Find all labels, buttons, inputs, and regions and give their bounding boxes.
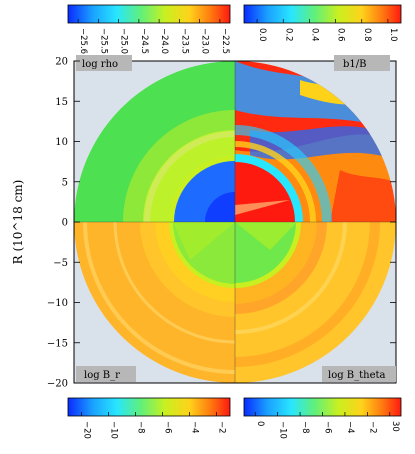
colorbar-tick-label: −25.5 <box>98 28 108 54</box>
colorbar-tick-label: 0 <box>255 421 265 426</box>
colorbar-tick-label: 0.8 <box>362 28 372 42</box>
panel-label-log-b-theta: log B_theta <box>322 366 396 382</box>
panel-label-text: log rho <box>82 59 118 70</box>
y-tick-label: 5 <box>62 177 68 188</box>
y-axis-label: R (10^18 cm) <box>11 180 25 265</box>
colorbar-ticks: −25.6 −25.5 −25.0 −24.5 −24.0 −23.5 −23.0 −22.5 <box>77 19 230 54</box>
y-tick-label: 20 <box>55 57 68 68</box>
colorbar-tick-label: −23.0 <box>200 28 210 54</box>
panel-label-text: log B_r <box>84 370 120 381</box>
y-tick-label: −10 <box>47 298 68 309</box>
panel-label-text: log B_theta <box>328 370 386 381</box>
colorbar-tick-label: −6 <box>323 421 333 434</box>
panel-label-box <box>334 55 390 71</box>
y-tick-label: −15 <box>47 338 68 349</box>
panel-label-box <box>322 366 396 382</box>
panel-label-text: b1/B <box>343 59 366 70</box>
colorbar-bar <box>67 4 231 24</box>
colorbar-tick-label: −4 <box>190 421 200 434</box>
panel-label-log-rho: log rho <box>76 55 132 71</box>
y-tick-label: −5 <box>53 258 68 269</box>
quadrant-log-b-theta <box>235 222 396 383</box>
y-tick-label: 0 <box>62 218 68 229</box>
panel-label-b1-over-b: b1/B <box>334 55 390 71</box>
y-tick-label: 10 <box>55 137 68 148</box>
colorbar-tick-label: −4 <box>345 421 355 434</box>
colorbar-tick-label: −10 <box>278 421 288 439</box>
colorbar-tick-label: −24.0 <box>159 28 169 54</box>
y-tick-label: −20 <box>47 379 68 390</box>
colorbar-tick-label: −2 <box>367 421 377 434</box>
colorbar-tick-label: −23.5 <box>179 28 189 54</box>
colorbar-tick-label: −8 <box>136 421 146 434</box>
disk <box>74 61 396 383</box>
colorbar-tick-label: −24.5 <box>139 28 149 54</box>
colorbar-tick-label: −25.0 <box>119 28 129 54</box>
colorbar-tick-label: 0.2 <box>283 28 293 42</box>
colorbar-tick-label: −10 <box>109 421 119 439</box>
panel-label-box <box>76 366 136 382</box>
colorbar-bottom-left: −20 −10 −8 −6 −4 −2 <box>67 397 231 439</box>
colorbar-tick-label: −2 <box>217 421 227 434</box>
colorbar-ticks: 0.0 0.2 0.4 0.6 0.8 1.0 <box>256 19 398 42</box>
colorbar-tick-label: 0.6 <box>336 28 346 42</box>
colorbar-tick-label: −6 <box>163 421 173 434</box>
y-axis: 20 15 10 5 0 −5 −10 −15 −20 <box>47 57 396 390</box>
colorbar-bar <box>243 4 402 24</box>
panel-label-log-b-r: log B_r <box>76 366 136 382</box>
colorbar-tick-label: 1.0 <box>388 28 398 42</box>
colorbar-top-right: 0.0 0.2 0.4 0.6 0.8 1.0 <box>243 4 402 42</box>
colorbar-ticks: 0 −10 −8 −6 −4 −2 30 <box>254 412 400 439</box>
colorbar-tick-label: −22.5 <box>220 28 230 54</box>
colorbar-tick-label: 0.4 <box>309 28 319 42</box>
quadrant-log-rho <box>74 61 235 222</box>
colorbar-tick-label: 0.0 <box>257 28 267 42</box>
colorbar-tick-label: 30 <box>390 421 400 432</box>
colorbar-tick-label: −20 <box>82 421 92 439</box>
colorbar-tick-label: −25.6 <box>78 28 88 54</box>
colorbar-bottom-right: 0 −10 −8 −6 −4 −2 30 <box>243 397 402 439</box>
colorbar-bar <box>67 397 231 417</box>
y-tick-label: 15 <box>55 97 68 108</box>
quadrant-log-b-r <box>74 222 235 383</box>
panel-label-box <box>76 55 132 71</box>
colorbar-top-left: −25.6 −25.5 −25.0 −24.5 −24.0 −23.5 −23.0 −22.5 <box>67 4 231 54</box>
colorbar-tick-label: −8 <box>300 421 310 434</box>
colorbar-ticks: −20 −10 −8 −6 −4 −2 <box>81 412 227 439</box>
